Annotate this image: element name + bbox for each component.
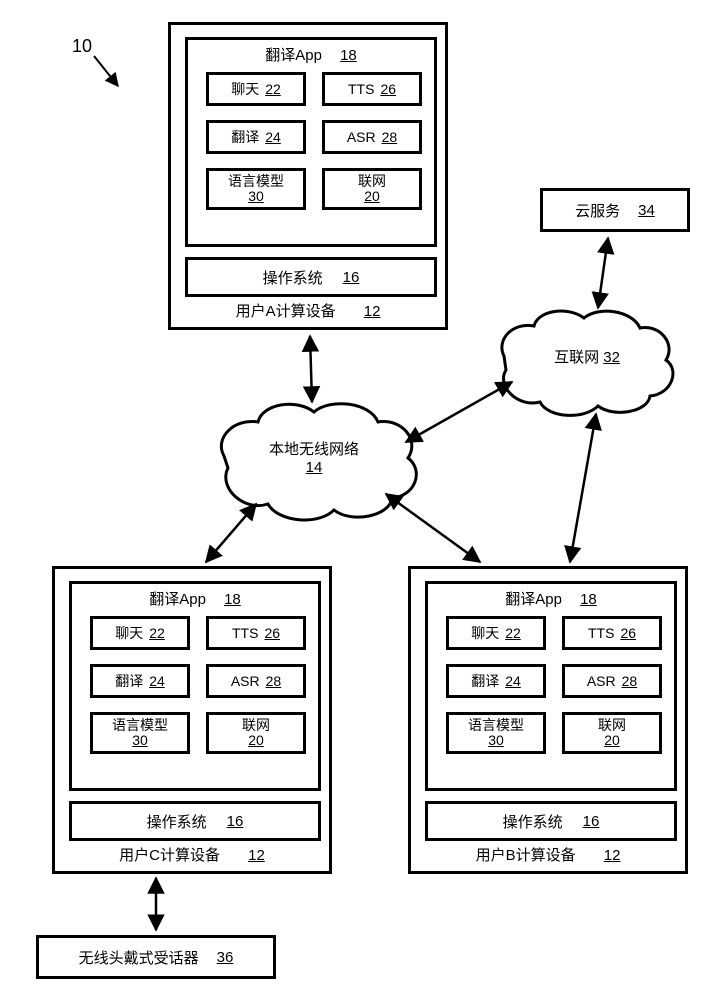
module-chat: 聊天22 (206, 72, 306, 106)
app-title-a: 翻译App 18 (188, 44, 434, 65)
cloud-service-num: 34 (638, 202, 655, 219)
edge-internet-b (570, 414, 596, 562)
device-c-caption: 用户C计算设备 12 (55, 844, 329, 865)
device-a-label: 用户A计算设备 (236, 303, 336, 320)
device-a-num: 12 (364, 303, 381, 320)
module-langmodel: 语言模型30 (206, 168, 306, 210)
app-title-num: 18 (340, 47, 357, 64)
os-box-c: 操作系统16 (69, 801, 321, 841)
headset-label: 无线头戴式受话器 (79, 947, 199, 968)
app-box-b: 翻译App 18 聊天22 TTS26 翻译24 ASR28 语言模型30 联网… (425, 581, 677, 791)
module-translate: 翻译24 (206, 120, 306, 154)
device-a-caption: 用户A计算设备 12 (171, 300, 445, 321)
edge-internet-cloudservice (598, 238, 608, 308)
os-label: 操作系统 (263, 267, 323, 288)
app-box-a: 翻译App 18 聊天22 TTS26 翻译24 ASR28 语言模型30 联网… (185, 37, 437, 247)
app-title-label: 翻译App (265, 47, 322, 64)
edge-a-local (310, 336, 312, 402)
module-tts: TTS26 (322, 72, 422, 106)
edge-local-internet (406, 382, 512, 442)
os-box-a: 操作系统 16 (185, 257, 437, 297)
headset-box: 无线头戴式受话器 36 (36, 935, 276, 979)
edge-b-local (386, 494, 480, 562)
cloud-service-label: 云服务 (575, 200, 620, 221)
device-b: 用户B计算设备 12 翻译App 18 聊天22 TTS26 翻译24 ASR2… (408, 566, 688, 874)
internet-cloud-label: 互联网 32 (522, 346, 652, 367)
device-a: 用户A计算设备 12 翻译App 18 聊天22 TTS26 翻译24 ASR2… (168, 22, 448, 330)
os-box-b: 操作系统16 (425, 801, 677, 841)
system-diagram: 10 用户A计算设备 12 翻译App 18 聊天22 TTS26 (0, 0, 704, 1000)
os-num: 16 (343, 269, 360, 286)
device-c: 用户C计算设备 12 翻译App 18 聊天22 TTS26 翻译24 ASR2… (52, 566, 332, 874)
local-cloud-label: 本地无线网络 14 (234, 438, 394, 476)
module-asr: ASR28 (322, 120, 422, 154)
app-box-c: 翻译App 18 聊天22 TTS26 翻译24 ASR28 语言模型30 联网… (69, 581, 321, 791)
cloud-service-box: 云服务 34 (540, 188, 690, 232)
device-b-caption: 用户B计算设备 12 (411, 844, 685, 865)
headset-num: 36 (217, 949, 234, 966)
figure-number: 10 (72, 36, 92, 57)
edge-c-local (206, 504, 256, 562)
module-network: 联网20 (322, 168, 422, 210)
